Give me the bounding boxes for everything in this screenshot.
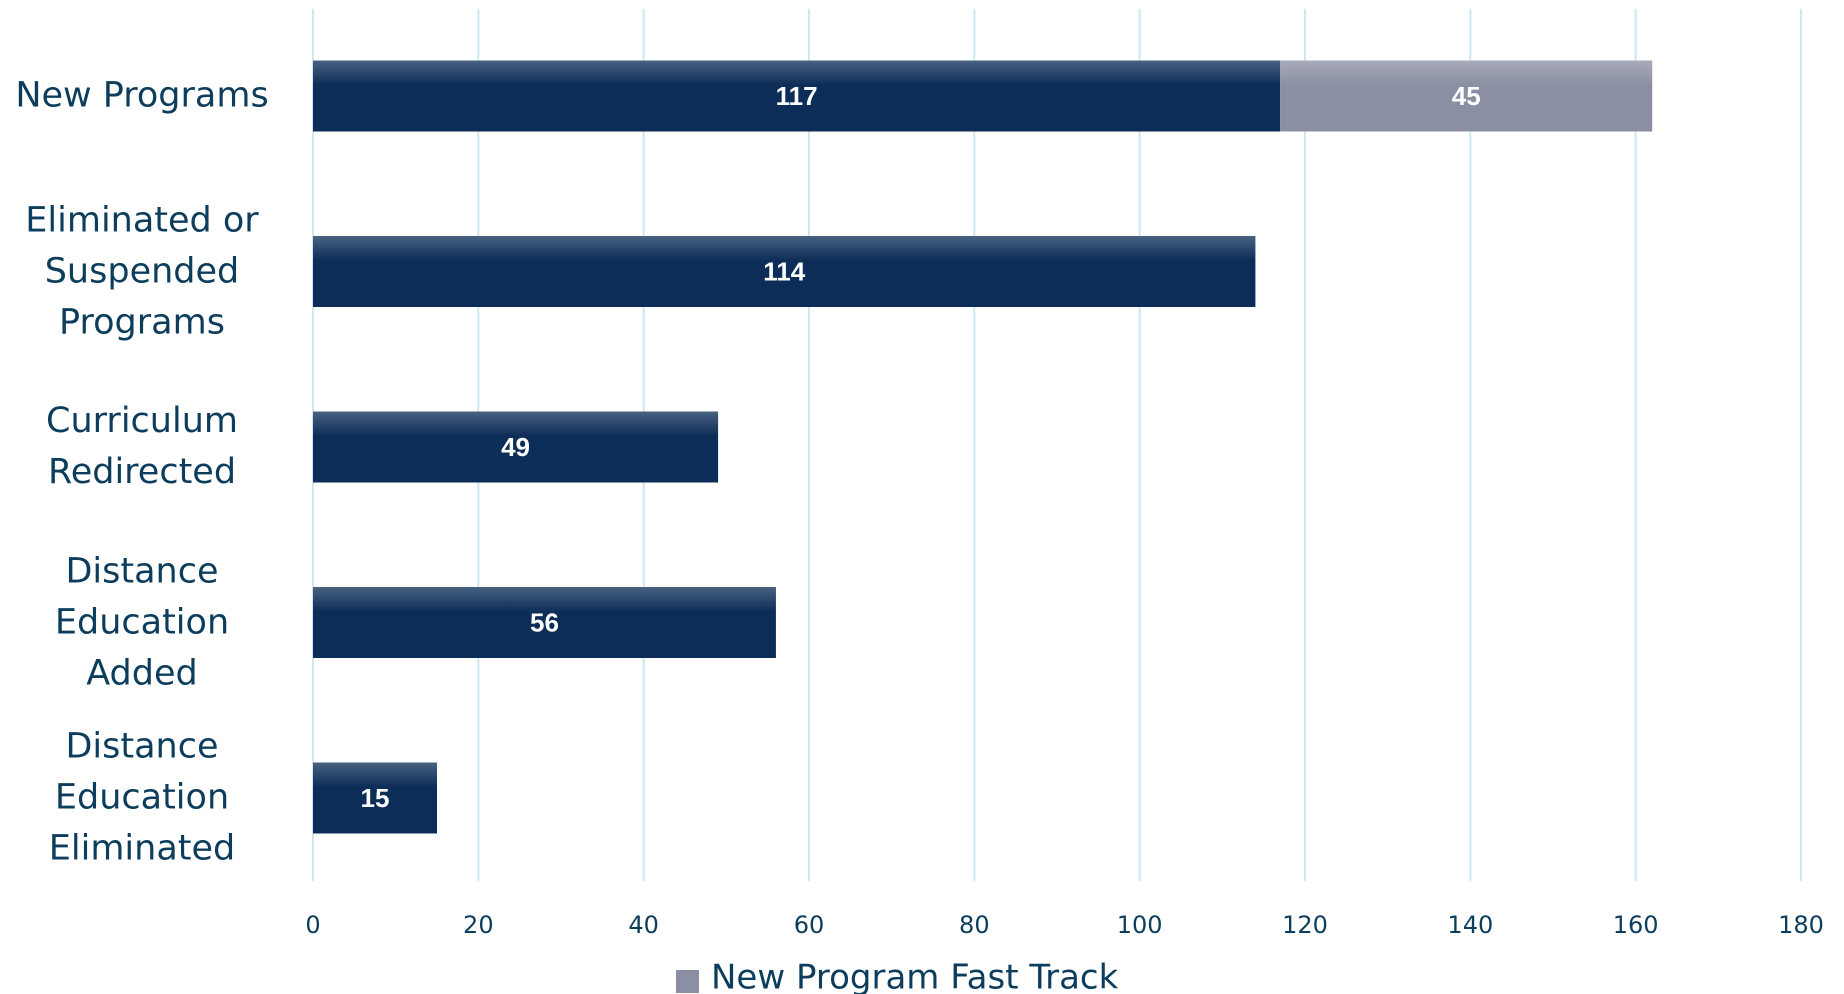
- x-tick-label: 140: [1447, 911, 1493, 939]
- bar-shine: [313, 762, 437, 834]
- x-tick-label: 120: [1282, 911, 1328, 939]
- x-tick-label: 80: [959, 911, 990, 939]
- data-label: 45: [1452, 81, 1481, 111]
- x-tick-label: 0: [305, 911, 320, 939]
- bar-shine: [313, 60, 1281, 132]
- x-tick-label: 180: [1778, 911, 1824, 939]
- y-tick-label: Distance Education Added: [54, 551, 230, 693]
- bar-shine: [313, 236, 1256, 307]
- bar-shine: [313, 411, 719, 483]
- data-label: 56: [530, 607, 559, 637]
- y-tick-label: Eliminated or Suspended Programs: [25, 200, 259, 342]
- bar-shine: [1280, 60, 1653, 132]
- data-label: 15: [361, 783, 390, 813]
- legend-label: New Program Fast Track: [711, 958, 1119, 994]
- legend-swatch: [676, 970, 699, 993]
- data-label: 117: [776, 81, 818, 111]
- x-tick-label: 40: [628, 911, 659, 939]
- y-tick-label: Distance Education Eliminated: [48, 726, 236, 869]
- data-label: 49: [501, 432, 530, 462]
- y-tick-label: Curriculum Redirected: [46, 401, 238, 492]
- bar-shine: [313, 587, 776, 658]
- x-tick-label: 160: [1613, 911, 1659, 939]
- data-label: 114: [763, 256, 805, 286]
- x-tick-label: 60: [794, 911, 825, 939]
- x-tick-label: 100: [1117, 911, 1163, 939]
- x-tick-label: 20: [463, 911, 494, 939]
- y-tick-label: New Programs: [15, 75, 269, 116]
